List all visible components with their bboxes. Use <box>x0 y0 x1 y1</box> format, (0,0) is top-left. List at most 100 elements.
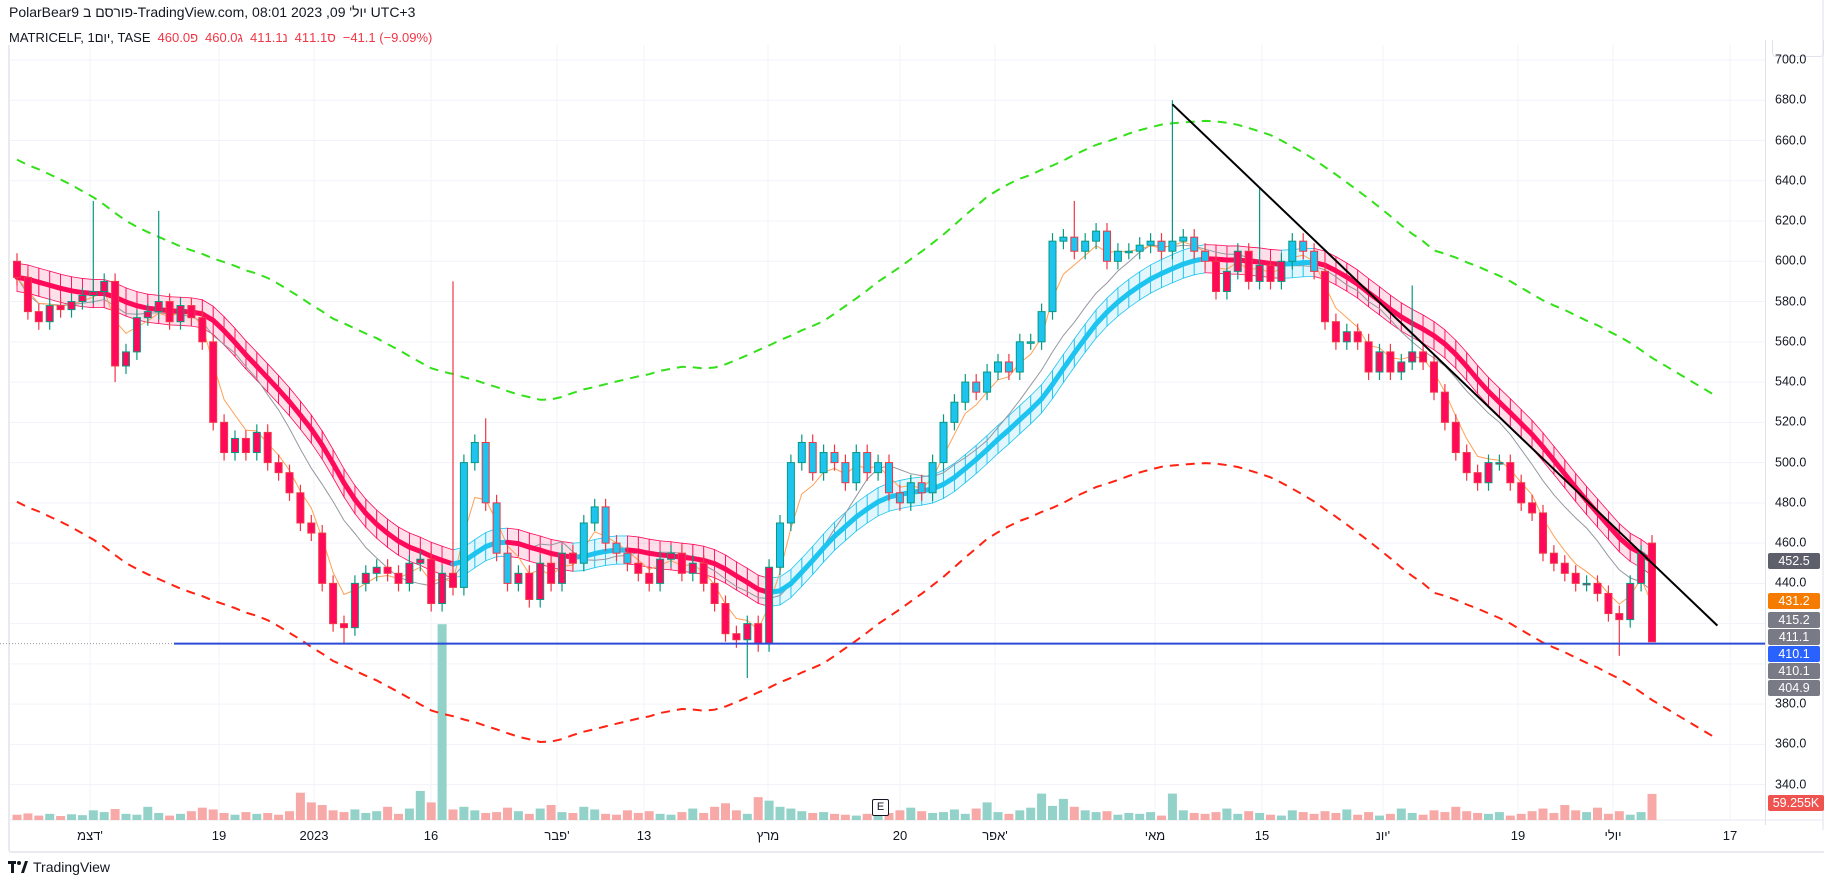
volume-bar <box>1287 810 1297 820</box>
volume-bar <box>644 811 654 820</box>
candle-body <box>1124 250 1133 254</box>
candle-body <box>1037 311 1046 343</box>
volume-bar <box>208 809 218 820</box>
candle-body <box>994 361 1002 373</box>
trend-ribbon-line <box>1028 396 1045 413</box>
candle-body <box>895 492 904 504</box>
axis-settings-box[interactable] <box>1772 40 1824 57</box>
candle-body <box>568 552 577 564</box>
volume-bar <box>1178 810 1188 820</box>
volume-bar <box>23 813 33 820</box>
candle-body <box>1233 250 1242 272</box>
candle-body <box>263 431 272 464</box>
candle-body <box>819 452 828 474</box>
candle-body <box>449 572 457 588</box>
volume-bar <box>99 812 109 820</box>
volume-bar <box>1614 811 1624 820</box>
candle-body <box>939 421 948 464</box>
volume-bar <box>1396 808 1406 820</box>
candle-body <box>961 381 970 403</box>
candle-body <box>470 441 479 464</box>
volume-bar <box>742 813 752 820</box>
candle-body <box>1070 236 1079 252</box>
symbol-name[interactable]: MATRICELF, 1יום, TASE <box>9 30 151 45</box>
volume-bar <box>1603 813 1613 820</box>
volume-bar <box>56 816 66 820</box>
volume-bar <box>448 809 458 820</box>
candle-body <box>841 462 850 484</box>
candle-body <box>427 558 436 605</box>
trend-ribbon-line <box>1507 410 1524 427</box>
lower-envelope-line <box>16 462 1718 744</box>
volume-bar <box>1091 812 1101 820</box>
volume-bar <box>274 814 284 820</box>
volume-bar <box>655 813 665 820</box>
volume-bar <box>426 802 436 820</box>
candle-body <box>623 552 632 564</box>
trend-ribbon-line <box>1093 309 1110 327</box>
candle-body <box>525 572 534 600</box>
orange-moving-average <box>16 241 1653 631</box>
candle-body <box>296 492 305 524</box>
trend-ribbon-line <box>265 375 282 393</box>
volume-bar <box>372 811 382 820</box>
candle-body <box>710 582 719 605</box>
volume-bar <box>1298 812 1308 820</box>
time-axis-label: 20 <box>892 828 908 843</box>
volume-bar <box>1320 811 1330 820</box>
earnings-marker[interactable]: E <box>872 799 889 816</box>
candle-body <box>1004 361 1013 373</box>
volume-bar <box>1026 807 1036 820</box>
time-axis-label: יולי <box>1604 828 1622 843</box>
trend-ribbon-line <box>1518 421 1535 438</box>
trend-ribbon-line <box>799 557 816 575</box>
volume-bar <box>840 814 850 820</box>
volume-bar <box>971 808 981 820</box>
volume-bar <box>339 812 349 820</box>
volume-bar <box>394 813 403 820</box>
price-tag: 452.5 <box>1768 553 1820 569</box>
volume-bar <box>1048 805 1057 820</box>
volume-bar <box>241 812 251 820</box>
candle-body <box>1244 250 1253 282</box>
volume-bar <box>197 807 207 820</box>
trend-ribbon-line <box>1496 399 1513 416</box>
volume-bar <box>350 809 360 820</box>
candle-body <box>111 280 120 367</box>
volume-bar <box>928 812 938 820</box>
candle-body <box>852 452 861 484</box>
candle-body <box>89 290 98 297</box>
trend-ribbon-line <box>221 328 238 345</box>
volume-bar <box>186 811 196 820</box>
candle-body <box>1321 270 1329 323</box>
trend-ribbon-line <box>352 497 369 516</box>
volume-bar <box>1211 812 1221 820</box>
volume-bar <box>557 812 567 820</box>
price-tag: 415.2 <box>1768 612 1820 628</box>
trend-ribbon-line <box>1442 341 1459 357</box>
tradingview-logo[interactable]: TradingView <box>8 859 110 875</box>
volume-bar <box>808 812 818 820</box>
volume-bar <box>1331 812 1341 820</box>
volume-bar <box>666 814 676 820</box>
candle-body <box>590 506 599 524</box>
candle-body <box>503 552 512 584</box>
candle-body <box>1440 391 1449 423</box>
candle-body <box>307 522 316 534</box>
candle-body <box>438 572 447 605</box>
time-axis-label: 19 <box>211 828 227 843</box>
candle-body <box>699 562 708 584</box>
volume-bar <box>982 802 992 820</box>
volume-bar <box>481 812 491 820</box>
candle-body <box>1528 502 1537 514</box>
candle-body <box>154 301 163 313</box>
symbol-legend: MATRICELF, 1יום, TASE פ460.0 ג460.0 נ411… <box>9 30 432 45</box>
volume-bar <box>1527 811 1537 820</box>
candle-body <box>1015 341 1024 373</box>
candle-body <box>1277 260 1286 282</box>
time-axis-label: אפר' <box>982 828 1008 843</box>
time-axis-label: מרץ <box>756 828 780 843</box>
trend-ribbon-line <box>1060 350 1077 372</box>
trend-ribbon-line <box>1464 363 1481 383</box>
